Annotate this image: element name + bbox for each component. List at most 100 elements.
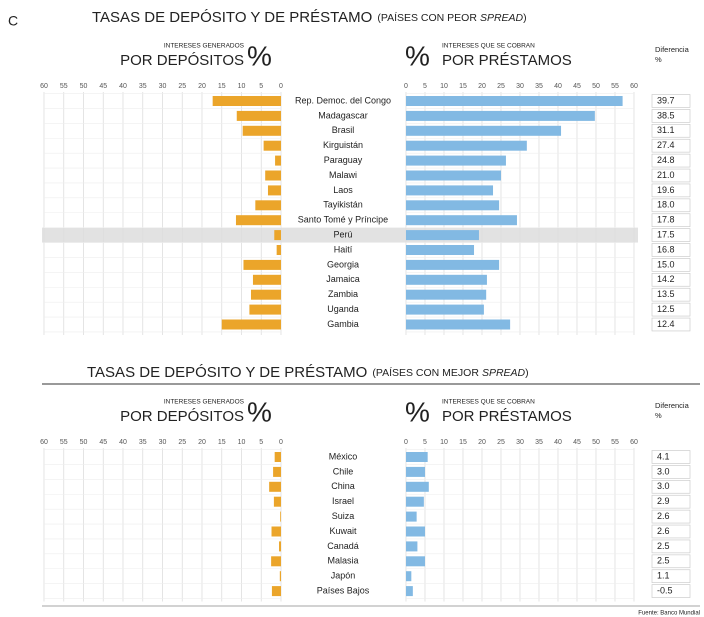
- difference-value: 3.0: [657, 481, 670, 491]
- deposit-bar: [276, 245, 281, 255]
- x2-tick-label: 20: [478, 439, 486, 446]
- category-label: Suiza: [332, 511, 355, 521]
- deposit-bar: [271, 586, 281, 597]
- difference-cell: [651, 539, 691, 554]
- lending-bar: [406, 259, 500, 270]
- difference-cell: [651, 153, 691, 168]
- x-tick-label: 20: [198, 83, 206, 90]
- lending-bar: [406, 185, 494, 196]
- x-tick-label: 0: [279, 83, 283, 90]
- difference-cell: [651, 569, 691, 583]
- source: Fuente: Banco Mundial: [638, 611, 700, 617]
- category-label: Rep. Democ. del Congo: [295, 95, 391, 105]
- difference-value: 17.5: [657, 229, 675, 239]
- difference-value: 1.1: [657, 571, 670, 581]
- deposit-bar: [274, 230, 281, 241]
- deposit-bar: [221, 319, 281, 330]
- x2-tick-label: 40: [554, 439, 562, 446]
- category-label: Santo Tomé y Príncipe: [298, 215, 388, 225]
- subtitle-part: ): [525, 367, 529, 379]
- title-text: TASAS DE DEPÓSITO Y DE PRÉSTAMO: [87, 364, 367, 381]
- difference-header: %: [655, 411, 662, 420]
- difference-value: 15.0: [657, 259, 675, 269]
- category-label: Laos: [333, 185, 353, 195]
- x-tick-label: 5: [259, 83, 263, 90]
- x2-tick-label: 10: [440, 83, 448, 90]
- difference-cell: [651, 524, 691, 539]
- difference-value: 2.6: [657, 526, 670, 536]
- lending-bar: [406, 466, 425, 477]
- x-tick-label: 30: [159, 83, 167, 90]
- lending-bar: [406, 155, 506, 166]
- category-label: Uganda: [327, 304, 359, 314]
- x2-tick-label: 50: [592, 439, 600, 446]
- difference-cell: [651, 480, 691, 494]
- difference-value: 27.4: [657, 140, 675, 150]
- difference-value: -0.5: [657, 585, 673, 595]
- x2-tick-label: 10: [440, 439, 448, 446]
- category-label: Países Bajos: [317, 585, 370, 595]
- chart-title: TASAS DE DEPÓSITO Y DE PRÉSTAMO (PAÍSES C…: [87, 364, 529, 381]
- x2-tick-label: 50: [592, 83, 600, 90]
- x2-tick-label: 25: [497, 439, 505, 446]
- subtitle-part: (PAÍSES CON PEOR: [377, 11, 477, 24]
- deposit-bar: [212, 96, 281, 106]
- lending-bar: [406, 289, 487, 300]
- difference-cell: [651, 123, 691, 138]
- category-label: México: [329, 451, 358, 461]
- legend-note: INTERESES QUE SE COBRAN: [442, 43, 535, 50]
- difference-value: 16.8: [657, 244, 675, 254]
- subtitle-part: SPREAD: [482, 367, 526, 379]
- title-text: TASAS DE DEPÓSITO Y DE PRÉSTAMO: [92, 9, 372, 26]
- legend-note: INTERESES GENERADOS: [164, 43, 245, 50]
- difference-cell: [651, 183, 691, 198]
- difference-cell: [651, 302, 691, 317]
- legend-label: POR PRÉSTAMOS: [442, 408, 572, 425]
- lending-bar: [406, 245, 475, 255]
- deposit-bar: [274, 452, 281, 462]
- deposit-bar: [273, 496, 281, 507]
- legend-label: POR DEPÓSITOS: [120, 408, 244, 425]
- x-tick-label: 35: [139, 439, 147, 446]
- difference-value: 2.6: [657, 511, 670, 521]
- x-tick-label: 50: [80, 83, 88, 90]
- difference-value: 13.5: [657, 289, 675, 299]
- difference-value: 39.7: [657, 95, 675, 105]
- x2-tick-label: 45: [573, 83, 581, 90]
- category-label: Perú: [333, 229, 352, 239]
- x-tick-label: 60: [40, 83, 48, 90]
- legend-unit: %: [247, 396, 272, 427]
- difference-value: 17.8: [657, 215, 675, 225]
- category-label: Zambia: [328, 289, 358, 299]
- category-label: Gambia: [327, 319, 359, 329]
- difference-cell: [651, 273, 691, 287]
- difference-header: Diferencia: [655, 401, 690, 410]
- x-tick-label: 10: [238, 439, 246, 446]
- deposit-bar: [252, 274, 281, 285]
- legend-label: POR DEPÓSITOS: [120, 52, 244, 69]
- x-tick-label: 5: [259, 439, 263, 446]
- lending-bar: [406, 304, 484, 315]
- difference-cell: [651, 317, 691, 332]
- difference-value: 14.2: [657, 274, 675, 284]
- difference-header: %: [655, 55, 662, 64]
- subtitle-part: ): [523, 12, 527, 24]
- subtitle-part: (PAÍSES CON MEJOR: [372, 366, 479, 379]
- difference-value: 18.0: [657, 200, 675, 210]
- lending-bar: [406, 110, 595, 121]
- difference-value: 31.1: [657, 125, 675, 135]
- difference-cell: [651, 509, 691, 524]
- difference-cell: [651, 465, 691, 479]
- lending-bar: [406, 556, 425, 567]
- category-label: Malasia: [327, 556, 358, 566]
- category-label: Brasil: [332, 125, 355, 135]
- difference-cell: [651, 554, 691, 569]
- x2-tick-label: 30: [516, 439, 524, 446]
- x2-tick-label: 35: [535, 83, 543, 90]
- x2-tick-label: 0: [404, 439, 408, 446]
- x-tick-label: 30: [159, 439, 167, 446]
- deposit-bar: [265, 170, 281, 181]
- corner-label: C: [8, 13, 18, 29]
- category-label: Canadá: [327, 541, 359, 551]
- deposit-bar: [250, 289, 281, 300]
